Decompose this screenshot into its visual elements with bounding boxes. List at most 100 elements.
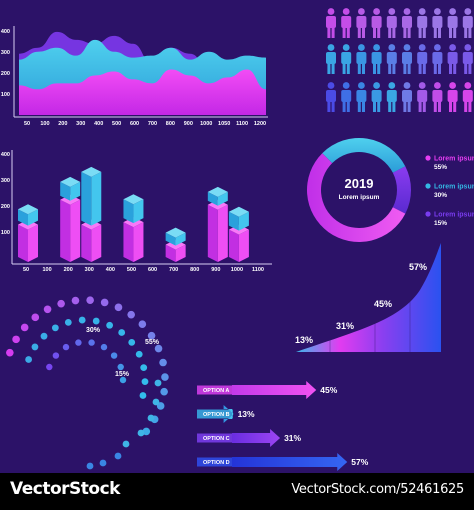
person-body [326,16,336,28]
person-head [358,82,365,89]
person-body [417,16,428,28]
person-leg [422,101,426,112]
x-tick-label: 400 [94,121,103,127]
cube-face-left [165,232,176,246]
bar-face-right [238,229,249,262]
person-leg [422,63,426,74]
radial-dot [119,376,127,384]
legend-label: Lorem ipsum [434,156,474,163]
person-body [371,52,382,64]
person-leg [433,63,437,74]
donut-center-year: 2019 [345,176,374,191]
cube-face-top [165,227,186,238]
legend-label: Lorem ipsum [434,212,474,219]
bars-group [18,166,249,262]
person-leg [362,27,365,38]
x-tick-label: 700 [169,267,178,273]
option-label: OPTION C [203,436,230,442]
person-body [356,16,367,28]
y-tick-label: 200 [1,204,10,210]
person-icon [402,8,412,38]
arrow-bar [232,381,317,399]
x-axis-labels: 50 100 200 300 400 500 600 700 800 900 1000 1050 110… [24,121,266,127]
x-tick-label: 700 [148,121,157,127]
arrow-bar [232,453,348,471]
person-icon [417,44,428,74]
bar-50 [18,204,38,262]
person-head [327,8,335,15]
radial-dot [147,331,156,340]
person-icon [462,44,473,74]
cube-face-top [81,166,102,177]
person-leg [362,101,365,112]
person-head [418,82,426,89]
bar-face-left [228,229,239,262]
person-head [449,8,456,15]
option-tag [197,385,233,395]
person-body [402,52,412,64]
person-leg [449,27,452,38]
x-tick-label: 100 [40,121,49,127]
person-head [464,82,472,89]
person-body [432,52,443,64]
rising-label: 31% [336,321,354,331]
y-tick-label: 400 [1,29,10,35]
area-chart: 100 200 300 400 50 100 200 300 400 500 600 700 800 9… [1,26,268,127]
bar-face-left [18,224,28,262]
person-leg [407,63,411,74]
legend-value: 15% [434,220,447,227]
person-leg [407,101,411,112]
y-tick-label: 100 [1,230,10,236]
person-leg [357,63,361,74]
radial-dot [57,299,65,308]
arrow-value-label: 57% [351,457,368,467]
person-icon [326,8,336,38]
bar-face-right [91,224,102,262]
person-body [402,16,412,28]
isometric-bar-chart: 100 200 300 400 50 100 200 300 400 500 600 700 800 9… [1,150,272,273]
person-body [356,52,367,64]
person-icon [371,44,382,74]
legend-value: 55% [434,164,447,171]
person-leg [464,27,468,38]
person-icon [371,8,382,38]
person-head [403,8,411,15]
person-icon [447,8,458,38]
x-tick-label: 400 [106,267,115,273]
person-leg [342,101,346,112]
person-leg [388,27,392,38]
person-head [358,44,365,51]
radial-dot [118,329,126,336]
cube-face-right [133,199,144,224]
rising-label: 45% [374,299,392,309]
radial-dot [62,343,70,351]
radial-dot [110,352,118,359]
person-body [417,52,428,64]
person-leg [438,27,441,38]
x-tick-label: 200 [64,267,73,273]
x-tick-label: 50 [24,121,30,127]
rising-label: 57% [409,262,427,272]
person-body [462,90,473,102]
bar-face-left [81,224,92,262]
x-tick-label: 300 [85,267,94,273]
person-leg [331,27,335,38]
cube-face-top [60,176,81,187]
cube-face-right [238,211,249,231]
x-tick-label: 300 [76,121,85,127]
person-icon [462,8,473,38]
person-leg [377,27,381,38]
x-tick-label: 50 [23,267,29,273]
person-body [447,16,458,28]
radial-dot [100,343,108,351]
radial-dot [117,363,124,371]
cube-face-right [91,171,102,226]
y-tick-label: 400 [1,152,10,158]
radial-dot [147,414,155,422]
bar-face-left [165,244,176,262]
person-icon [341,44,352,74]
donut-slices [307,138,411,243]
footer-brand: VectorStock [10,479,120,499]
person-head [449,82,456,89]
person-icon [447,82,458,112]
